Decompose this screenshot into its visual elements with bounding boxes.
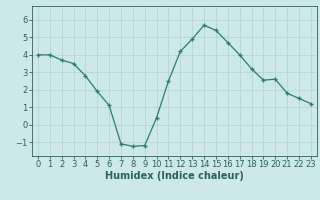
X-axis label: Humidex (Indice chaleur): Humidex (Indice chaleur) (105, 171, 244, 181)
